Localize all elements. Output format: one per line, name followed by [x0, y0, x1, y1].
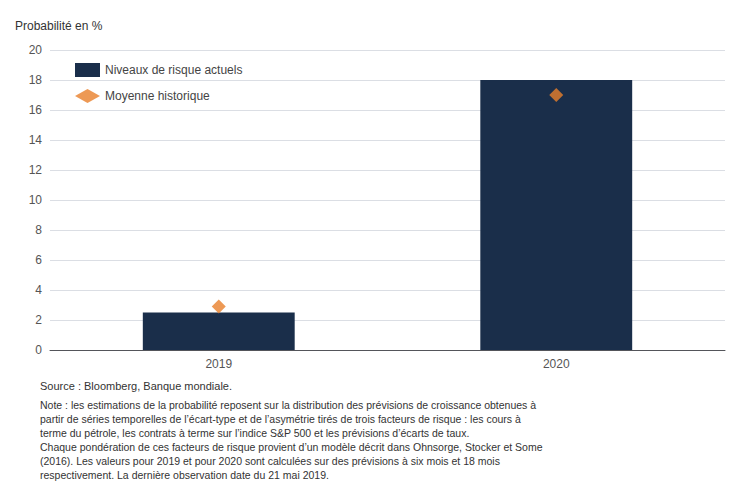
svg-text:20: 20: [29, 43, 43, 57]
svg-text:Probabilité en %: Probabilité en %: [15, 19, 103, 33]
svg-text:8: 8: [35, 223, 42, 237]
svg-text:0: 0: [35, 343, 42, 357]
svg-text:2020: 2020: [543, 357, 570, 371]
svg-text:16: 16: [29, 103, 43, 117]
svg-text:4: 4: [35, 283, 42, 297]
svg-text:12: 12: [29, 163, 43, 177]
svg-text:14: 14: [29, 133, 43, 147]
svg-text:Moyenne historique: Moyenne historique: [105, 89, 210, 103]
svg-text:respectivement. La dernière ob: respectivement. La dernière observation …: [40, 469, 329, 481]
svg-text:10: 10: [29, 193, 43, 207]
svg-text:2019: 2019: [205, 357, 232, 371]
svg-text:(2016). Les valeurs pour 2019: (2016). Les valeurs pour 2019 et pour 20…: [40, 455, 500, 467]
svg-text:Note : les estimations de la p: Note : les estimations de la probabilité…: [40, 399, 536, 411]
svg-text:Source : Bloomberg, Banque mon: Source : Bloomberg, Banque mondiale.: [40, 380, 232, 392]
svg-text:2: 2: [35, 313, 42, 327]
svg-text:6: 6: [35, 253, 42, 267]
svg-text:terme du pétrole, les contrats: terme du pétrole, les contrats à terme s…: [40, 427, 469, 439]
svg-text:Niveaux de risque actuels: Niveaux de risque actuels: [105, 63, 242, 77]
svg-text:18: 18: [29, 73, 43, 87]
svg-text:partir de séries temporelles d: partir de séries temporelles de l’écart-…: [40, 413, 521, 425]
svg-text:Chaque pondération de ces fact: Chaque pondération de ces facteurs de ri…: [40, 441, 543, 453]
